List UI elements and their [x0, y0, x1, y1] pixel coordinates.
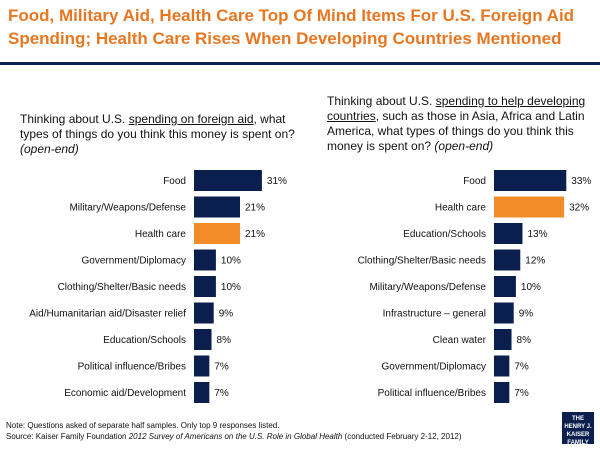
- footer-source: Source: Kaiser Family Foundation 2012 Su…: [6, 431, 546, 442]
- foreign-aid-value-label: 10%: [221, 282, 241, 293]
- foreign-aid-value-label: 7%: [214, 388, 229, 399]
- footer-note: Note: Questions asked of separate half s…: [6, 421, 280, 430]
- foreign-aid-category-label: Health care: [135, 229, 187, 240]
- developing-category-label: Food: [463, 176, 486, 187]
- developing-category-label: Political influence/Bribes: [378, 388, 486, 399]
- foreign-aid-bar: [194, 302, 214, 324]
- developing-value-label: 32%: [569, 203, 589, 214]
- foreign-aid-bar: [194, 329, 212, 350]
- foreign-aid-value-label: 9%: [219, 309, 234, 320]
- footer-notes: Note: Questions asked of separate half s…: [6, 420, 546, 442]
- foreign-aid-value-label: 31%: [267, 176, 287, 187]
- left-question: Thinking about U.S. spending on foreign …: [20, 112, 310, 157]
- left-question-post: , what types of things do you think this…: [20, 112, 295, 141]
- developing-category-label: Clothing/Shelter/Basic needs: [358, 256, 486, 267]
- developing-category-label: Clean water: [433, 335, 487, 346]
- foreign-aid-category-label: Political influence/Bribes: [78, 362, 186, 373]
- foreign-aid-bar: [194, 196, 240, 218]
- foreign-aid-bar: [194, 355, 210, 377]
- developing-category-label: Government/Diplomacy: [382, 362, 486, 373]
- foreign-aid-value-label: 10%: [221, 256, 241, 267]
- foreign-aid-bar: [194, 382, 210, 403]
- foreign-aid-bar: [194, 276, 216, 297]
- developing-value-label: 13%: [527, 229, 547, 240]
- foreign-aid-category-label: Military/Weapons/Defense: [69, 203, 186, 214]
- foreign-aid-value-label: 7%: [214, 362, 229, 373]
- developing-bar: [494, 170, 567, 191]
- foreign-aid-category-label: Food: [163, 176, 186, 187]
- foreign-aid-category-label: Clothing/Shelter/Basic needs: [58, 282, 186, 293]
- source-italic: 2012 Survey of Americans on the U.S. Rol…: [128, 432, 343, 441]
- foreign-aid-category-label: Education/Schools: [103, 335, 186, 346]
- developing-value-label: 10%: [521, 282, 541, 293]
- developing-value-label: 7%: [514, 362, 529, 373]
- developing-bar: [494, 196, 565, 218]
- developing-bar: [494, 329, 512, 350]
- source-post: (conducted February 2-12, 2012): [342, 432, 462, 441]
- developing-value-label: 9%: [519, 309, 534, 320]
- right-question-pre: Thinking about U.S.: [327, 94, 436, 108]
- logo-line-1: THE HENRY J.: [564, 416, 592, 430]
- foreign-aid-bar-chart: Food 31% Military/Weapons/Defense 21% Health…: [29, 170, 287, 403]
- source-pre: Source: Kaiser Family Foundation: [6, 432, 129, 441]
- developing-value-label: 7%: [514, 388, 529, 399]
- right-question-post: , such as those in Asia, Africa and Lati…: [327, 109, 585, 153]
- foreign-aid-bar: [194, 223, 240, 244]
- developing-bar: [494, 276, 516, 297]
- foreign-aid-value-label: 21%: [245, 203, 265, 214]
- left-question-underlined: spending on foreign aid: [128, 112, 254, 126]
- developing-category-label: Education/Schools: [403, 229, 486, 240]
- right-question: Thinking about U.S. spending to help dev…: [327, 94, 592, 154]
- developing-bar: [494, 302, 514, 324]
- developing-value-label: 12%: [525, 256, 545, 267]
- developing-bar: [494, 382, 510, 403]
- logo-line-2: KAISER: [566, 432, 590, 438]
- left-question-pre: Thinking about U.S.: [20, 112, 129, 126]
- right-question-underlined: spending to help developing countries: [327, 94, 586, 123]
- foreign-aid-bar: [194, 170, 262, 191]
- developing-bar: [494, 355, 510, 377]
- logo-line-3: FAMILY: [567, 440, 589, 446]
- foreign-aid-category-label: Government/Diplomacy: [82, 256, 186, 267]
- developing-bar: [494, 223, 523, 244]
- developing-category-label: Military/Weapons/Defense: [369, 282, 486, 293]
- developing-value-label: 8%: [517, 335, 532, 346]
- right-question-openend: (open-end): [434, 139, 494, 153]
- kff-logo: THE HENRY J. KAISER FAMILY FOUNDATION: [562, 412, 600, 454]
- foreign-aid-value-label: 21%: [245, 229, 265, 240]
- logo-line-4: FOUNDATION: [562, 448, 600, 454]
- foreign-aid-category-label: Economic aid/Development: [64, 388, 186, 399]
- foreign-aid-category-label: Aid/Humanitarian aid/Disaster relief: [29, 309, 186, 320]
- developing-category-label: Infrastructure – general: [383, 309, 486, 320]
- foreign-aid-bar: [194, 249, 216, 271]
- foreign-aid-value-label: 8%: [217, 335, 232, 346]
- developing-value-label: 33%: [571, 176, 591, 187]
- left-question-openend: (open-end): [20, 142, 79, 156]
- page-title: Food, Military Aid, Health Care Top Of M…: [8, 6, 575, 48]
- developing-countries-bar-chart: Food 33% Health care 32% Education/Schools 13…: [358, 170, 591, 403]
- developing-bar: [494, 249, 521, 271]
- developing-category-label: Health care: [435, 203, 487, 214]
- title-divider: [0, 62, 600, 65]
